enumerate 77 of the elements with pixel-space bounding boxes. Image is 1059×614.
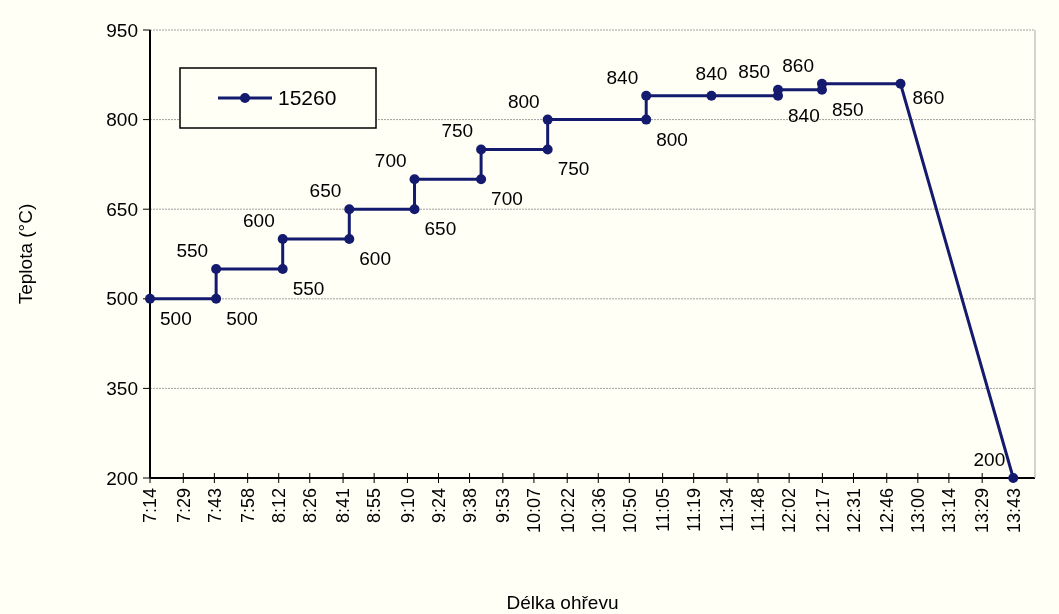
data-label: 750: [441, 120, 474, 142]
x-tick-label: 8:26: [300, 488, 321, 524]
data-label: 840: [695, 62, 728, 84]
point: [706, 90, 717, 101]
point: [895, 78, 906, 89]
y-tick-label: 500: [106, 288, 138, 310]
x-tick-label: 7:29: [173, 488, 194, 524]
x-tick-label: 12:46: [877, 488, 898, 534]
data-label: 860: [912, 86, 945, 108]
x-tick-label: 12:17: [812, 488, 833, 534]
x-tick-label: 11:19: [684, 488, 704, 532]
x-tick-label: 11:48: [748, 488, 769, 532]
y-axis-title: Teplota (°C): [15, 203, 36, 305]
point: [277, 234, 288, 245]
x-tick-label: 11:05: [652, 488, 673, 532]
x-tick-label: 8:55: [364, 488, 385, 524]
y-tick-label: 800: [106, 109, 138, 131]
x-tick-label: 8:12: [269, 488, 290, 524]
x-tick-label: 12:31: [843, 488, 864, 534]
point: [409, 174, 420, 185]
point: [211, 293, 222, 304]
data-label: 700: [374, 150, 407, 172]
point: [476, 174, 487, 185]
point: [145, 293, 155, 304]
data-label: 860: [782, 54, 814, 76]
x-tick-label: 10:22: [557, 488, 578, 534]
x-tick-label: 8:41: [333, 488, 354, 524]
x-tick-label: 7:43: [204, 488, 225, 524]
x-tick-label: 12:02: [779, 488, 800, 534]
data-label: 700: [491, 188, 523, 210]
x-tick-label: 13:00: [908, 488, 929, 534]
x-tick-label: 11:34: [717, 488, 738, 532]
point: [1008, 473, 1019, 483]
data-label: 500: [160, 307, 192, 329]
x-tick-label: 9:24: [428, 488, 449, 524]
x-tick-label: 13:29: [972, 488, 993, 534]
legend-label: 15260: [278, 86, 337, 110]
y-tick-label: 650: [106, 198, 138, 220]
x-tick-label: 9:38: [459, 488, 480, 524]
data-label: 850: [738, 60, 771, 82]
x-tick-label: 10:07: [524, 488, 545, 534]
x-tick-label: 13:14: [939, 488, 960, 534]
x-tick-label: 9:53: [493, 488, 514, 524]
y-tick-label: 200: [106, 467, 138, 489]
data-label: 550: [292, 277, 325, 299]
data-label: 840: [606, 66, 639, 88]
point: [641, 90, 652, 101]
x-tick-label: 7:58: [237, 488, 258, 524]
data-label: 550: [176, 239, 209, 261]
x-tick-label: 9:10: [397, 488, 418, 524]
data-label: 500: [226, 307, 258, 329]
x-tick-label: 10:50: [619, 488, 640, 534]
point: [211, 263, 222, 274]
y-tick-label: 950: [106, 19, 138, 41]
data-label: 200: [973, 449, 1006, 470]
data-label: 650: [309, 180, 342, 202]
point: [344, 234, 355, 245]
data-label: 600: [359, 248, 391, 270]
data-label: 850: [831, 98, 864, 120]
y-tick-label: 350: [106, 378, 138, 400]
point: [476, 144, 487, 155]
point: [542, 144, 553, 155]
point: [344, 204, 355, 215]
data-label: 800: [507, 90, 540, 112]
data-label: 800: [656, 128, 688, 150]
data-label: 650: [424, 218, 457, 240]
data-label: 750: [557, 158, 590, 180]
point: [641, 114, 652, 125]
data-label: 600: [243, 210, 275, 232]
x-axis-title: Délka ohřevu: [506, 592, 619, 613]
point: [409, 204, 420, 215]
x-tick-label: 13:43: [1003, 488, 1024, 534]
point: [542, 114, 553, 125]
data-label: 840: [788, 104, 820, 126]
x-tick-label: 7:14: [140, 488, 161, 524]
point: [277, 263, 288, 274]
x-tick-label: 10:36: [588, 488, 609, 534]
